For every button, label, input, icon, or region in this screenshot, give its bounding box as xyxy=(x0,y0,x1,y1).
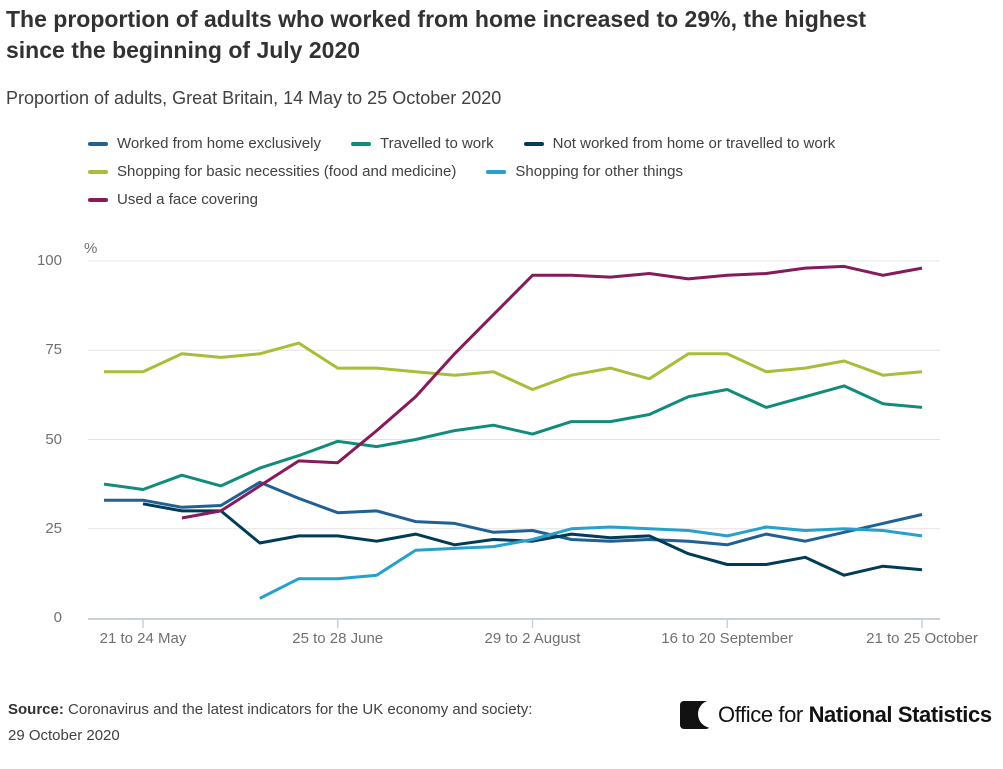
legend-swatch-icon xyxy=(486,169,507,174)
legend-swatch-icon xyxy=(88,197,108,202)
legend-label: Worked from home exclusively xyxy=(117,135,321,152)
y-axis-label: 100 xyxy=(36,252,62,269)
series-line-shopping-basic-necessities xyxy=(104,341,923,391)
legend-row: Shopping for basic necessities (food and… xyxy=(88,163,835,180)
page-title-line2: since the beginning of July 2020 xyxy=(6,37,361,63)
legend-item-shopping-basic-necessities: Shopping for basic necessities (food and… xyxy=(88,163,456,180)
y-axis-label: 50 xyxy=(45,430,62,448)
legend-item-not-worked-from-home-or-travelled: Not worked from home or travelled to wor… xyxy=(523,135,836,152)
legend-label: Shopping for other things xyxy=(515,163,683,180)
page-title: The proportion of adults who worked from… xyxy=(6,4,996,66)
series-line-not-worked-from-home-or-travelled xyxy=(142,502,923,577)
series-line-worked-from-home-exclusively xyxy=(104,480,923,547)
legend-item-travelled-to-work: Travelled to work xyxy=(350,135,494,152)
series-line-travelled-to-work xyxy=(103,384,923,491)
legend-swatch-icon xyxy=(88,169,108,174)
legend-item-shopping-other-things: Shopping for other things xyxy=(486,163,683,180)
source-text: Source: Coronavirus and the latest indic… xyxy=(8,697,688,749)
y-axis-label: 75 xyxy=(45,341,62,359)
legend-label: Used a face covering xyxy=(117,191,258,208)
page-title-line1: The proportion of adults who worked from… xyxy=(6,6,867,32)
legend-swatch-icon xyxy=(88,141,108,146)
ons-logo-text-regular: Office for xyxy=(718,702,809,727)
x-axis-label: 29 to 2 August xyxy=(484,630,581,647)
source-body: Coronavirus and the latest indicators fo… xyxy=(68,701,533,718)
legend-swatch-icon xyxy=(350,141,371,146)
x-axis-label: 16 to 20 September xyxy=(661,630,794,647)
ons-logo-icon xyxy=(680,701,710,729)
legend-label: Shopping for basic necessities (food and… xyxy=(117,163,457,180)
legend-item-used-a-face-covering: Used a face covering xyxy=(88,191,258,208)
chart-subtitle: Proportion of adults, Great Britain, 14 … xyxy=(6,88,502,108)
legend-swatch-icon xyxy=(523,141,544,146)
x-axis-label: 21 to 24 May xyxy=(99,630,187,647)
chart-legend: Worked from home exclusively Travelled to… xyxy=(88,135,835,208)
x-axis-label: 21 to 25 October xyxy=(866,630,978,647)
y-axis-unit-label: % xyxy=(84,240,98,257)
legend-row: Worked from home exclusively Travelled to… xyxy=(88,135,835,152)
y-axis-label: 0 xyxy=(53,609,62,626)
series-line-used-a-face-covering xyxy=(181,264,923,520)
y-axis-label: 25 xyxy=(45,519,62,537)
x-axis-label: 25 to 28 June xyxy=(292,630,384,647)
ons-logo-text: Office for National Statistics xyxy=(718,702,992,728)
series-line-shopping-other-things xyxy=(259,525,923,600)
ons-logo-text-bold: National Statistics xyxy=(808,702,993,727)
legend-label: Travelled to work xyxy=(379,135,494,152)
legend-item-worked-from-home-exclusively: Worked from home exclusively xyxy=(88,135,321,152)
legend-row: Used a face covering xyxy=(88,191,835,208)
ons-logo: Office for National Statistics xyxy=(680,701,992,729)
legend-label: Not worked from home or travelled to wor… xyxy=(552,135,836,152)
source-label: Source: xyxy=(8,701,64,718)
source-line2: 29 October 2020 xyxy=(8,727,120,744)
source-line1: Source: Coronavirus and the latest indic… xyxy=(8,697,688,723)
